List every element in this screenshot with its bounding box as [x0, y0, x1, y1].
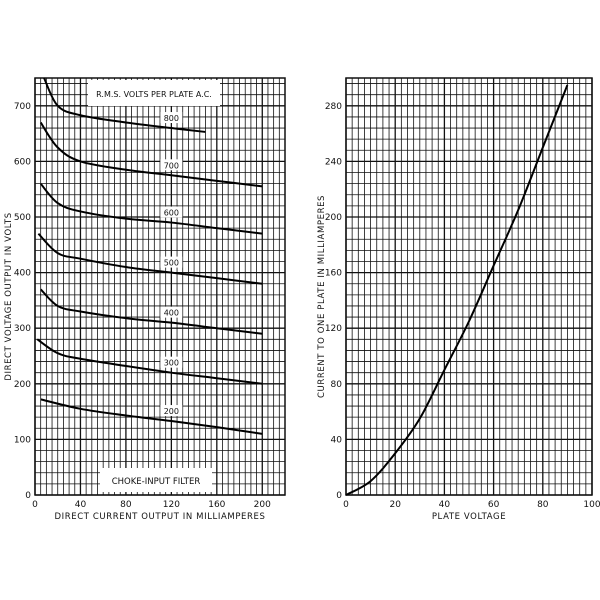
series-label: 300 [164, 359, 179, 368]
grid [345, 78, 593, 496]
x-tick-label: 120 [163, 500, 180, 510]
series-label-bg [160, 356, 183, 368]
series-label-bg [160, 159, 183, 171]
y-tick-label: 700 [14, 102, 31, 112]
title-box [88, 80, 220, 106]
filter-annotation: CHOKE-INPUT FILTER [112, 477, 201, 487]
y-tick-label: 100 [14, 435, 31, 445]
series-label-bg [160, 206, 183, 218]
y-tick-label: 0 [25, 491, 31, 501]
y-tick-label: 280 [325, 102, 342, 112]
grid [34, 78, 286, 496]
series-line-plate-current [345, 84, 569, 496]
series-label: 800 [164, 114, 179, 123]
x-axis-label: PLATE VOLTAGE [432, 512, 506, 522]
series-line-500 [37, 232, 263, 285]
series-label-bg [160, 112, 183, 124]
series-label-bg [160, 256, 183, 268]
x-tick-label: 80 [537, 500, 549, 510]
y-tick-label: 40 [331, 435, 343, 445]
x-tick-label: 0 [32, 500, 38, 510]
y-axis-label: DIRECT VOLTAGE OUTPUT IN VOLTS [4, 212, 14, 380]
x-tick-label: 20 [389, 500, 401, 510]
y-tick-label: 300 [14, 324, 31, 334]
x-tick-label: 40 [439, 500, 451, 510]
x-tick-label: 200 [254, 500, 271, 510]
y-tick-label: 400 [14, 269, 31, 279]
series-label: 400 [164, 309, 179, 318]
series-line-300 [36, 338, 263, 385]
y-tick-label: 200 [325, 213, 342, 223]
y-tick-label: 500 [14, 213, 31, 223]
y-tick-label: 600 [14, 157, 31, 167]
x-tick-label: 160 [208, 500, 225, 510]
series-label: 700 [164, 161, 179, 170]
x-tick-label: 40 [75, 500, 87, 510]
y-tick-label: 200 [14, 380, 31, 390]
plate-current-chart: 0 20 40 60 80 100 0 40 80 120 160 200 240 280 PLATE VO… [317, 77, 600, 522]
y-tick-label: 240 [325, 157, 342, 167]
y-axis-label: CURRENT TO ONE PLATE IN MILLIAMPERES [317, 195, 327, 398]
x-tick-label: 80 [120, 500, 132, 510]
series-line-400 [39, 288, 263, 335]
x-axis-label: DIRECT CURRENT OUTPUT IN MILLIAMPERES [55, 512, 266, 522]
x-tick-label: 60 [488, 500, 500, 510]
x-tick-label: 100 [583, 500, 600, 510]
rectifier-output-chart: 0 40 80 120 160 200 0 100 200 300 400 500 600 700 DIRE… [4, 77, 286, 522]
y-tick-label: 80 [331, 380, 343, 390]
series-line-800 [43, 77, 206, 133]
series-line-200 [40, 398, 263, 435]
x-tick-label: 0 [343, 500, 349, 510]
plot-frame [34, 77, 286, 496]
series-line-600 [39, 182, 263, 235]
series-label-bg [160, 405, 183, 417]
series-line-700 [39, 121, 263, 188]
series-label-bg [160, 306, 183, 318]
y-tick-label: 0 [336, 491, 342, 501]
series-label: 600 [164, 209, 179, 218]
series-label: 500 [164, 259, 179, 268]
chart-title: R.M.S. VOLTS PER PLATE A.C. [96, 90, 212, 99]
annotation-box [100, 468, 212, 492]
y-tick-label: 120 [325, 324, 342, 334]
y-tick-label: 160 [325, 269, 342, 279]
plot-frame [345, 77, 593, 496]
series-label: 200 [164, 407, 179, 416]
